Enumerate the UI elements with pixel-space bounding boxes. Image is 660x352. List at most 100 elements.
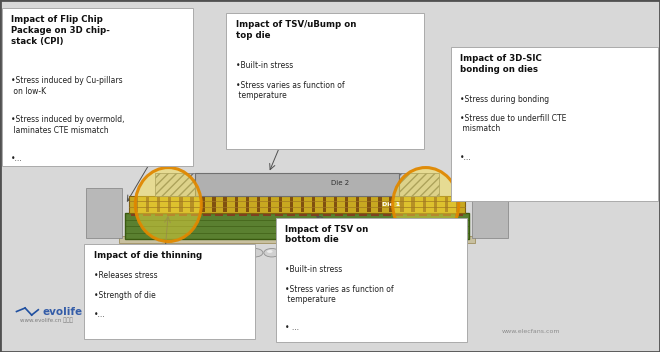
Bar [129, 196, 465, 213]
Bar [456, 197, 459, 212]
Circle shape [163, 249, 179, 257]
Bar [472, 188, 508, 238]
Circle shape [129, 249, 145, 257]
Bar [180, 212, 187, 216]
Circle shape [200, 250, 205, 253]
Bar [195, 173, 399, 196]
Bar [180, 197, 183, 212]
Circle shape [415, 249, 431, 257]
Text: evolife: evolife [43, 307, 83, 316]
Circle shape [149, 250, 155, 253]
Bar [155, 173, 195, 196]
Circle shape [365, 249, 381, 257]
Bar [215, 212, 223, 216]
Bar [203, 212, 211, 216]
Ellipse shape [135, 168, 201, 241]
Circle shape [146, 249, 162, 257]
Bar [168, 197, 172, 212]
Text: Impact of TSV/uBump on
top die: Impact of TSV/uBump on top die [236, 20, 356, 40]
Circle shape [331, 249, 347, 257]
FancyBboxPatch shape [276, 218, 467, 342]
Text: •...: •... [460, 153, 472, 162]
Text: •...: •... [94, 310, 106, 319]
FancyBboxPatch shape [84, 244, 255, 339]
Bar [224, 197, 227, 212]
Circle shape [317, 250, 323, 253]
Bar [323, 197, 326, 212]
Circle shape [348, 249, 364, 257]
Circle shape [449, 249, 465, 257]
Circle shape [247, 249, 263, 257]
Bar [191, 212, 199, 216]
Bar [411, 197, 414, 212]
Bar [155, 212, 163, 216]
Bar [422, 197, 426, 212]
Text: •...: •... [11, 154, 23, 163]
Circle shape [216, 250, 222, 253]
Bar [455, 212, 463, 216]
Circle shape [381, 249, 397, 257]
FancyBboxPatch shape [226, 13, 424, 149]
Circle shape [264, 249, 280, 257]
Text: Impact of Flip Chip
Package on 3D chip-
stack (CPI): Impact of Flip Chip Package on 3D chip- … [11, 15, 110, 46]
Bar [335, 212, 343, 216]
Bar [359, 212, 367, 216]
Circle shape [230, 249, 246, 257]
Circle shape [284, 250, 289, 253]
Bar [445, 197, 448, 212]
Circle shape [133, 250, 138, 253]
FancyBboxPatch shape [2, 8, 193, 166]
Bar [119, 236, 475, 243]
Bar [131, 212, 139, 216]
Circle shape [267, 250, 273, 253]
Bar [146, 197, 149, 212]
Ellipse shape [393, 168, 459, 241]
Bar [323, 212, 331, 216]
Bar [135, 197, 139, 212]
Circle shape [180, 249, 195, 257]
Bar [251, 212, 259, 216]
Text: •Stress due to underfill CTE
 mismatch: •Stress due to underfill CTE mismatch [460, 114, 566, 133]
Text: •Strength of die: •Strength of die [94, 291, 156, 300]
Circle shape [234, 250, 239, 253]
Bar [443, 212, 451, 216]
Bar [227, 212, 235, 216]
Circle shape [301, 250, 306, 253]
Circle shape [298, 249, 314, 257]
Circle shape [432, 249, 448, 257]
Bar [345, 197, 348, 212]
Bar [347, 212, 355, 216]
Circle shape [452, 250, 457, 253]
Text: www.evolife.cn 技術網: www.evolife.cn 技術網 [20, 318, 73, 323]
Bar [401, 197, 404, 212]
Bar [201, 197, 205, 212]
Circle shape [399, 249, 414, 257]
Bar [263, 212, 271, 216]
Bar [239, 212, 247, 216]
Text: •Stress varies as function of
 temperature: •Stress varies as function of temperatur… [236, 81, 345, 100]
Text: Die 2: Die 2 [331, 181, 348, 187]
Bar [190, 197, 193, 212]
Bar [356, 197, 360, 212]
Bar [371, 212, 379, 216]
Bar [279, 197, 282, 212]
Circle shape [166, 250, 172, 253]
Circle shape [197, 249, 213, 257]
Text: Impact of die thinning: Impact of die thinning [94, 251, 202, 260]
Text: •Built-in stress: •Built-in stress [236, 61, 293, 70]
Circle shape [334, 250, 340, 253]
Text: •Releases stress: •Releases stress [94, 271, 157, 281]
Circle shape [368, 250, 374, 253]
Bar [299, 212, 307, 216]
Circle shape [280, 249, 296, 257]
Text: Impact of 3D-SIC
bonding on dies: Impact of 3D-SIC bonding on dies [460, 54, 542, 74]
Bar [287, 212, 295, 216]
Text: Die 1: Die 1 [382, 202, 401, 207]
Bar [290, 197, 293, 212]
Bar [434, 197, 437, 212]
Bar [234, 197, 238, 212]
Text: •Stress induced by overmold,
 laminates CTE mismatch: •Stress induced by overmold, laminates C… [11, 115, 125, 134]
Text: Impact of TSV on
bottom die: Impact of TSV on bottom die [285, 225, 368, 244]
Circle shape [314, 249, 330, 257]
Bar [167, 212, 175, 216]
